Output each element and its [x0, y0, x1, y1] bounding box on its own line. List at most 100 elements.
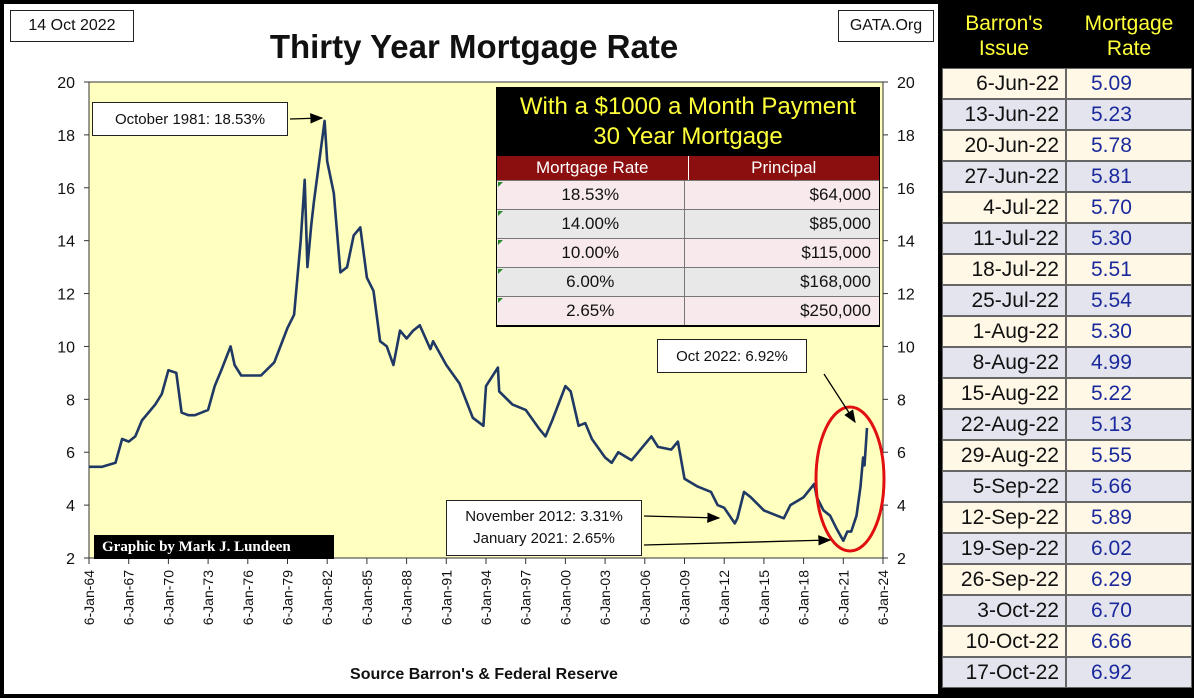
payment-table-header: Mortgage Rate Principal [497, 156, 879, 180]
x-tick-label: 6-Jan-76 [240, 570, 256, 625]
payment-col-principal: Principal [751, 158, 817, 177]
rates-row: 4-Jul-22 5.70 [942, 192, 1192, 223]
rates-issue-cell: 17-Oct-22 [942, 657, 1066, 688]
rates-issue-cell: 10-Oct-22 [942, 626, 1066, 657]
rates-row: 8-Aug-22 4.99 [942, 347, 1192, 378]
annotation-2021: January 2021: 2.65% [473, 530, 615, 547]
rates-issue-cell: 13-Jun-22 [942, 99, 1066, 130]
x-tick-label: 6-Jan-12 [716, 570, 732, 625]
payment-row: 18.53% $64,000 [497, 180, 879, 209]
rates-issue-cell: 27-Jun-22 [942, 161, 1066, 192]
payment-rate-cell: 2.65% [497, 297, 685, 325]
rates-col-issue: Barron's Issue [965, 12, 1043, 60]
rates-col-rate: Mortgage Rate [1084, 12, 1174, 60]
y-tick-label: 4 [66, 498, 75, 515]
rates-issue-cell: 1-Aug-22 [942, 316, 1066, 347]
rates-row: 3-Oct-22 6.70 [942, 595, 1192, 626]
rates-issue-cell: 15-Aug-22 [942, 378, 1066, 409]
rates-value-cell: 5.09 [1066, 68, 1192, 99]
annotation-1981: October 1981: 18.53% [92, 102, 288, 136]
x-tick-label: 6-Jan-15 [756, 570, 772, 625]
rates-value-cell: 5.78 [1066, 130, 1192, 161]
rates-issue-cell: 5-Sep-22 [942, 471, 1066, 502]
rates-row: 1-Aug-22 5.30 [942, 316, 1192, 347]
payment-table-body: 18.53% $64,000 14.00% $85,000 10.00% $115,000… [497, 180, 879, 325]
payment-row: 6.00% $168,000 [497, 267, 879, 296]
rates-value-cell: 5.23 [1066, 99, 1192, 130]
y-tick-label: 10 [897, 339, 915, 356]
rates-value-cell: 6.70 [1066, 595, 1192, 626]
rates-issue-cell: 19-Sep-22 [942, 533, 1066, 564]
y-tick-label: 14 [57, 234, 75, 251]
rates-issue-cell: 8-Aug-22 [942, 347, 1066, 378]
x-axis-title: Source Barron's & Federal Reserve [350, 666, 618, 683]
payment-col-rate: Mortgage Rate [497, 156, 689, 180]
chart-title: Thirty Year Mortgage Rate [269, 28, 679, 65]
rates-value-cell: 5.51 [1066, 254, 1192, 285]
payment-row: 14.00% $85,000 [497, 209, 879, 238]
rates-value-cell: 5.81 [1066, 161, 1192, 192]
payment-title-line2: 30 Year Mortgage [593, 123, 783, 150]
y-tick-label: 20 [57, 75, 75, 92]
x-tick-label: 6-Jan-03 [597, 570, 613, 625]
y-tick-label: 2 [897, 551, 906, 568]
y-axis-right: 2 4 6 8 10 12 14 16 18 20 [883, 75, 915, 568]
series-group [89, 119, 869, 543]
rates-row: 25-Jul-22 5.54 [942, 285, 1192, 316]
x-tick-label: 6-Jan-64 [81, 570, 97, 625]
x-tick-label: 6-Jan-00 [557, 570, 573, 625]
rates-issue-cell: 18-Jul-22 [942, 254, 1066, 285]
payment-row: 10.00% $115,000 [497, 238, 879, 267]
payment-rate-cell: 6.00% [497, 268, 685, 296]
rates-value-cell: 5.54 [1066, 285, 1192, 316]
rates-row: 12-Sep-22 5.89 [942, 502, 1192, 533]
y-tick-label: 8 [66, 392, 75, 409]
x-tick-label: 6-Jan-82 [319, 570, 335, 625]
x-tick-label: 6-Jan-67 [121, 570, 137, 625]
y-tick-label: 16 [57, 181, 75, 198]
annotation-lows: November 2012: 3.31% January 2021: 2.65% [446, 500, 642, 556]
x-tick-label: 6-Jan-97 [518, 570, 534, 625]
rates-value-cell: 6.02 [1066, 533, 1192, 564]
rates-value-cell: 6.66 [1066, 626, 1192, 657]
rates-row: 29-Aug-22 5.55 [942, 440, 1192, 471]
y-tick-label: 20 [897, 75, 915, 92]
rates-value-cell: 5.89 [1066, 502, 1192, 533]
payment-principal-cell: $168,000 [800, 272, 871, 291]
x-tick-label: 6-Jan-09 [677, 570, 693, 625]
y-tick-label: 8 [897, 392, 906, 409]
y-tick-label: 6 [66, 445, 75, 462]
arrow-2021 [643, 535, 832, 546]
rates-issue-cell: 3-Oct-22 [942, 595, 1066, 626]
x-tick-label: 6-Jan-79 [280, 570, 296, 625]
rates-value-cell: 5.66 [1066, 471, 1192, 502]
y-tick-label: 16 [897, 181, 915, 198]
annotation-2012: November 2012: 3.31% [465, 508, 623, 525]
rates-table-body: 6-Jun-22 5.09 13-Jun-22 5.23 20-Jun-22 5.78 27… [942, 68, 1192, 688]
payment-principal-cell: $85,000 [809, 214, 871, 233]
y-tick-label: 4 [897, 498, 906, 515]
rates-issue-cell: 29-Aug-22 [942, 440, 1066, 471]
x-tick-label: 6-Jan-94 [478, 570, 494, 625]
rates-value-cell: 5.30 [1066, 223, 1192, 254]
chart-panel: 2 4 6 8 10 12 14 16 18 20 2 4 6 8 10 12 14 16 18 20 6-Jan-… [4, 4, 938, 694]
payment-principal-cell: $250,000 [800, 301, 871, 320]
credit-label: Graphic by Mark J. Lundeen [94, 535, 334, 559]
rates-issue-cell: 26-Sep-22 [942, 564, 1066, 595]
rates-issue-cell: 4-Jul-22 [942, 192, 1066, 223]
rates-row: 18-Jul-22 5.51 [942, 254, 1192, 285]
payment-table-title: With a $1000 a Month Payment 30 Year Mor… [497, 88, 879, 156]
x-tick-label: 6-Jan-24 [875, 570, 891, 625]
rates-row: 27-Jun-22 5.81 [942, 161, 1192, 192]
rates-row: 20-Jun-22 5.78 [942, 130, 1192, 161]
x-tick-label: 6-Jan-21 [835, 570, 851, 625]
site-label: GATA.Org [838, 10, 934, 42]
rates-row: 11-Jul-22 5.30 [942, 223, 1192, 254]
y-axis-left: 2 4 6 8 10 12 14 16 18 20 [57, 75, 89, 568]
rates-value-cell: 5.55 [1066, 440, 1192, 471]
rates-issue-cell: 11-Jul-22 [942, 223, 1066, 254]
payment-rate-cell: 18.53% [497, 181, 685, 209]
rates-row: 26-Sep-22 6.29 [942, 564, 1192, 595]
rates-value-cell: 5.22 [1066, 378, 1192, 409]
rates-issue-cell: 12-Sep-22 [942, 502, 1066, 533]
